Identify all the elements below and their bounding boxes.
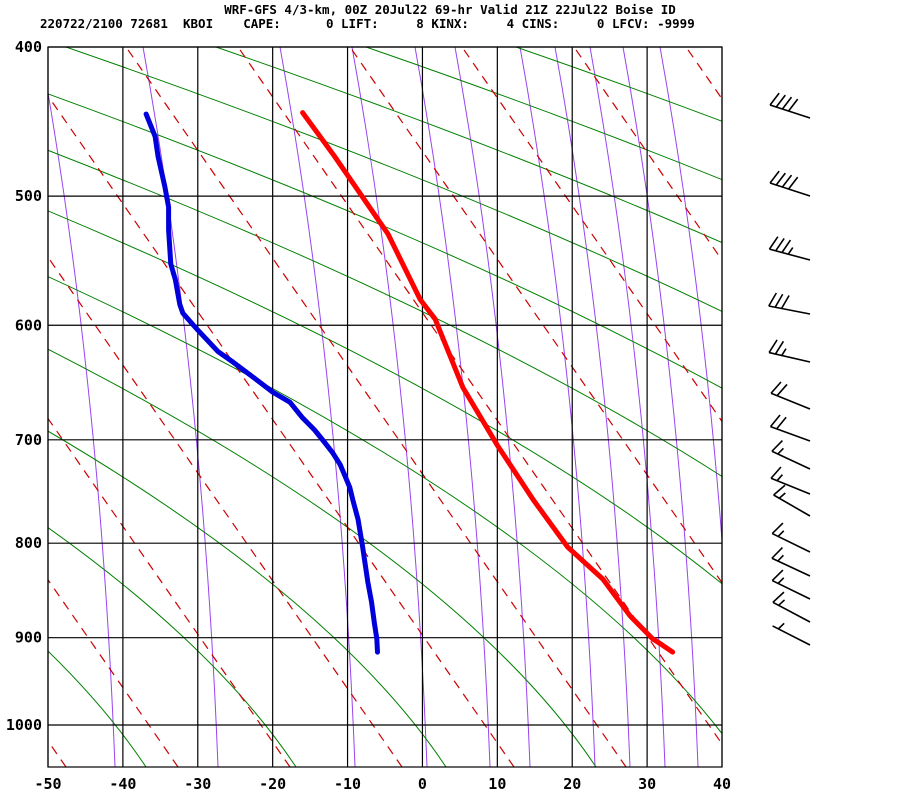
station-indices-line: 220722/2100 72681 KBOI CAPE: 0 LIFT: 8 K… bbox=[40, 16, 695, 31]
temp-tick-label: -40 bbox=[109, 775, 136, 793]
wind-barb bbox=[772, 622, 811, 646]
temperature-axis-labels: -50 -40 -30 -20 -10 0 10 20 30 40 bbox=[34, 775, 731, 793]
mixing-ratio-lines bbox=[48, 47, 722, 767]
pressure-axis-labels: 400 500 600 700 800 900 1000 bbox=[6, 38, 42, 734]
wind-barb bbox=[771, 439, 811, 470]
dewpoint-curve bbox=[143, 111, 380, 655]
chart-title: WRF-GFS 4/3-km, 00Z 20Jul22 69-hr Valid … bbox=[224, 2, 676, 17]
pressure-tick-label: 700 bbox=[15, 431, 42, 449]
temp-tick-label: 40 bbox=[713, 775, 731, 793]
temperature-curve bbox=[300, 110, 676, 655]
moist-adiabat-lines bbox=[48, 47, 722, 767]
pressure-tick-label: 500 bbox=[15, 187, 42, 205]
wind-barb-column bbox=[768, 92, 811, 646]
temp-tick-label: 10 bbox=[488, 775, 506, 793]
wind-barb bbox=[769, 170, 811, 197]
wind-barb bbox=[768, 236, 811, 261]
wind-barb bbox=[771, 522, 811, 553]
temp-tick-label: -50 bbox=[34, 775, 61, 793]
pressure-tick-label: 800 bbox=[15, 534, 42, 552]
wind-barb bbox=[769, 92, 811, 119]
temp-tick-label: -10 bbox=[334, 775, 361, 793]
wind-barb bbox=[770, 381, 811, 410]
grid bbox=[47, 46, 723, 768]
wind-barb bbox=[769, 414, 811, 442]
temp-tick-label: 30 bbox=[638, 775, 656, 793]
pressure-tick-label: 400 bbox=[15, 38, 42, 56]
pressure-tick-label: 1000 bbox=[6, 716, 42, 734]
wind-barb bbox=[768, 339, 811, 363]
pressure-tick-label: 900 bbox=[15, 629, 42, 647]
wind-barb bbox=[773, 484, 811, 517]
wind-barb bbox=[770, 466, 811, 495]
pressure-tick-label: 600 bbox=[15, 316, 42, 334]
wind-barb bbox=[768, 292, 811, 315]
wind-barb bbox=[771, 569, 811, 600]
temp-tick-label: 0 bbox=[418, 775, 427, 793]
wind-barb bbox=[771, 546, 811, 577]
temp-tick-label: 20 bbox=[563, 775, 581, 793]
temp-tick-label: -20 bbox=[259, 775, 286, 793]
wind-barb bbox=[772, 591, 811, 623]
temp-tick-label: -30 bbox=[184, 775, 211, 793]
dry-adiabat-lines bbox=[48, 47, 722, 767]
